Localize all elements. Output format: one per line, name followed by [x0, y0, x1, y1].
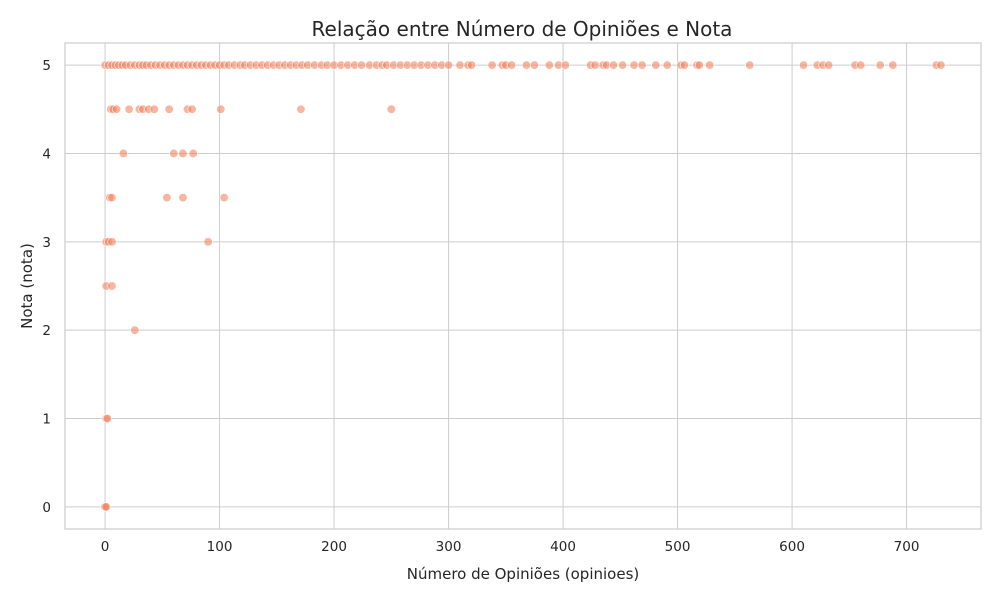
- data-point: [662, 60, 672, 70]
- data-point: [560, 60, 570, 70]
- data-point: [296, 104, 306, 114]
- data-point: [875, 60, 885, 70]
- x-axis-label: Número de Opiniões (opinioes): [407, 565, 640, 583]
- chart-title: Relação entre Número de Opiniões e Nota: [312, 17, 733, 41]
- data-point: [466, 60, 476, 70]
- data-point: [608, 60, 618, 70]
- data-point: [745, 60, 755, 70]
- data-point: [529, 60, 539, 70]
- data-point: [856, 60, 866, 70]
- data-points: [100, 60, 946, 512]
- data-point: [799, 60, 809, 70]
- y-tick-labels: 0 1 2 3 4 5: [42, 58, 51, 516]
- x-tick-label: 300: [436, 539, 462, 555]
- data-point: [357, 60, 367, 70]
- y-tick-label: 5: [42, 58, 51, 74]
- data-point: [107, 281, 117, 291]
- data-point: [651, 60, 661, 70]
- data-point: [521, 60, 531, 70]
- y-tick-label: 0: [42, 500, 51, 516]
- data-point: [178, 193, 188, 203]
- y-tick-label: 4: [42, 146, 51, 162]
- data-point: [124, 104, 134, 114]
- grid: [65, 43, 981, 529]
- data-point: [705, 60, 715, 70]
- y-tick-label: 3: [42, 235, 51, 251]
- y-tick-label: 2: [42, 323, 51, 339]
- x-tick-label: 0: [101, 539, 110, 555]
- data-point: [487, 60, 497, 70]
- plot-frame: [64, 42, 982, 530]
- data-point: [188, 148, 198, 158]
- data-point: [101, 502, 111, 512]
- data-point: [386, 104, 396, 114]
- x-tick-label: 200: [321, 539, 347, 555]
- data-point: [694, 60, 704, 70]
- x-tick-label: 100: [207, 539, 233, 555]
- data-point: [888, 60, 898, 70]
- data-point: [219, 193, 229, 203]
- data-point: [629, 60, 639, 70]
- data-point: [444, 60, 454, 70]
- data-point: [178, 148, 188, 158]
- x-tick-labels: 0 100 200 300 400 500 600 700: [101, 539, 920, 555]
- data-point: [455, 60, 465, 70]
- data-point: [507, 60, 517, 70]
- data-point: [118, 148, 128, 158]
- data-point: [149, 104, 159, 114]
- y-axis-label: Nota (nota): [18, 243, 36, 329]
- x-tick-label: 600: [779, 539, 805, 555]
- data-point: [187, 104, 197, 114]
- data-point: [102, 414, 112, 424]
- data-point: [637, 60, 647, 70]
- data-point: [216, 104, 226, 114]
- data-point: [618, 60, 628, 70]
- x-tick-label: 700: [894, 539, 920, 555]
- data-point: [824, 60, 834, 70]
- data-point: [590, 60, 600, 70]
- data-point: [544, 60, 554, 70]
- data-point: [107, 237, 117, 247]
- x-tick-label: 500: [665, 539, 691, 555]
- data-point: [679, 60, 689, 70]
- y-tick-label: 1: [42, 412, 51, 428]
- x-tick-label: 400: [550, 539, 576, 555]
- data-point: [130, 325, 140, 335]
- data-point: [203, 237, 213, 247]
- data-point: [169, 148, 179, 158]
- data-point: [162, 193, 172, 203]
- data-point: [936, 60, 946, 70]
- data-point: [112, 104, 122, 114]
- data-point: [107, 193, 117, 203]
- data-point: [164, 104, 174, 114]
